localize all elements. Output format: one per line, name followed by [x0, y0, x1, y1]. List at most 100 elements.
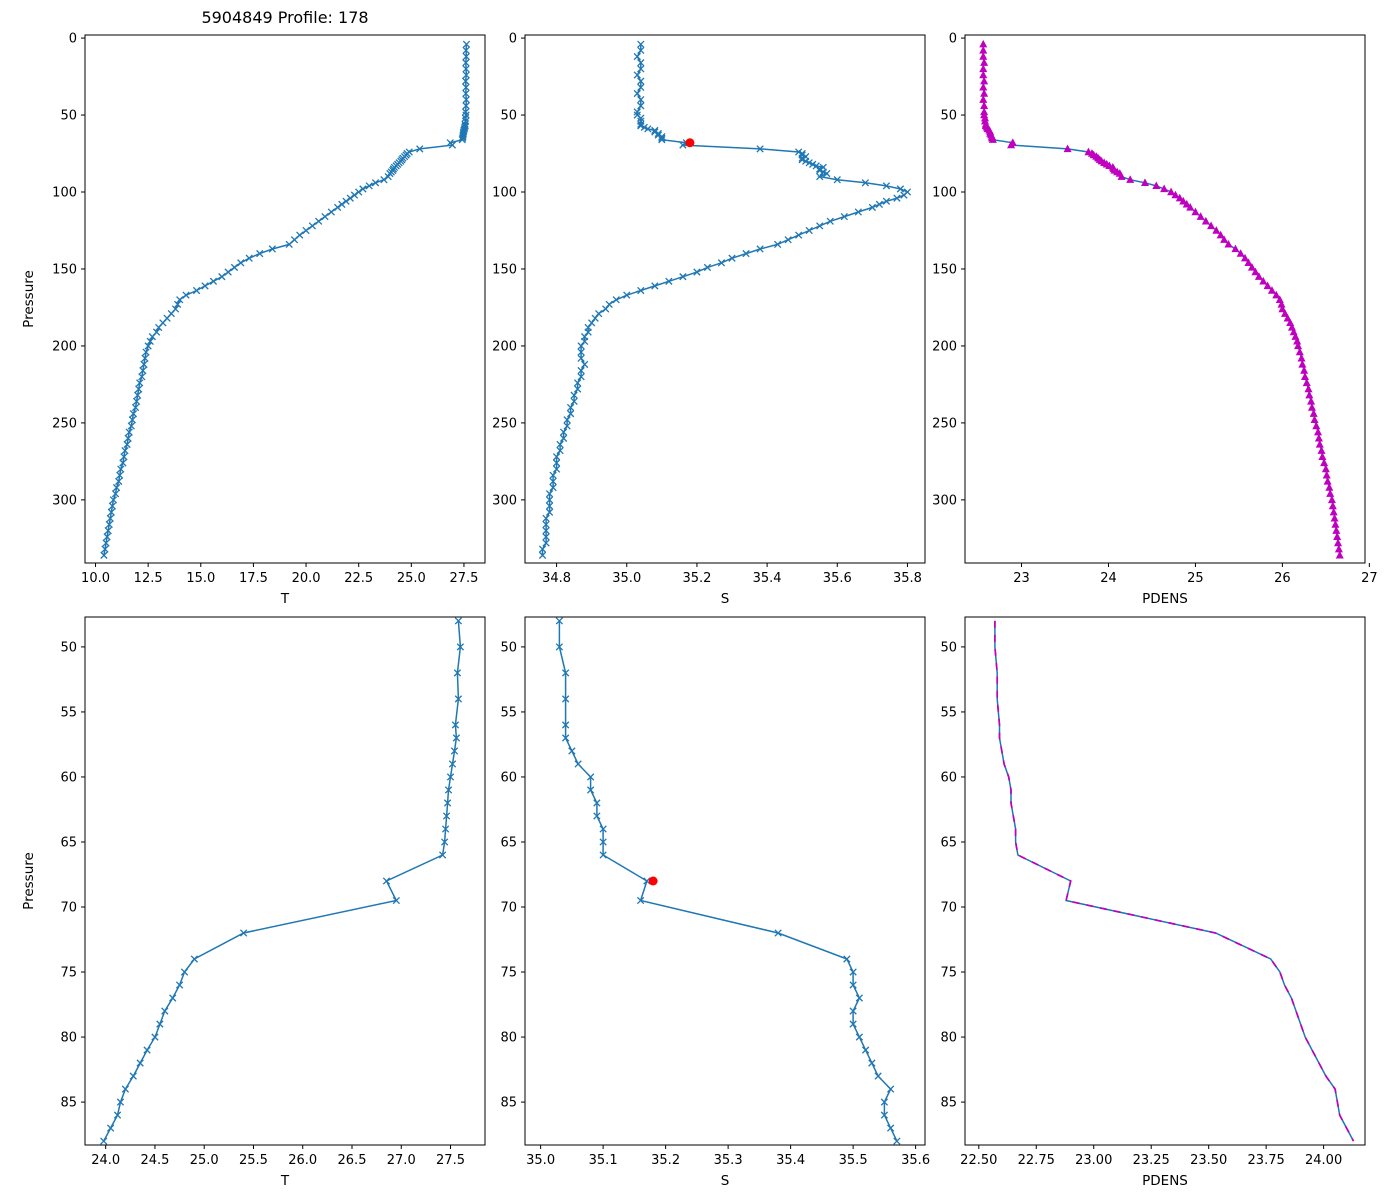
svg-text:35.5: 35.5: [839, 1153, 868, 1168]
svg-text:50: 50: [500, 640, 517, 655]
profile-line: [982, 44, 1341, 556]
svg-text:35.4: 35.4: [776, 1153, 805, 1168]
svg-text:23.00: 23.00: [1075, 1153, 1112, 1168]
svg-text:23.50: 23.50: [1190, 1153, 1227, 1168]
profile-line: [558, 620, 898, 1142]
svg-text:100: 100: [932, 186, 957, 201]
svg-text:35.8: 35.8: [893, 571, 922, 586]
svg-text:50: 50: [60, 109, 77, 124]
svg-text:22.5: 22.5: [344, 571, 373, 586]
svg-text:300: 300: [932, 493, 957, 508]
axes-box: [84, 616, 486, 1146]
svg-text:100: 100: [52, 186, 77, 201]
svg-text:75: 75: [500, 966, 517, 981]
svg-text:25.5: 25.5: [239, 1153, 268, 1168]
svg-text:75: 75: [940, 966, 957, 981]
svg-text:250: 250: [932, 416, 957, 431]
x-axis-label: T: [280, 1173, 290, 1189]
svg-text:27.0: 27.0: [387, 1153, 416, 1168]
svg-text:35.1: 35.1: [589, 1153, 618, 1168]
svg-text:300: 300: [492, 493, 517, 508]
svg-text:35.6: 35.6: [823, 571, 852, 586]
x-ticks: 34.8 35.0 35.2 35.4 35.6 35.8: [542, 563, 922, 586]
triangle-markers: [979, 39, 1344, 559]
axes-box: [964, 616, 1366, 1146]
y-ticks: 50 55 60 65 70 75 80 85: [60, 640, 85, 1111]
highlight-point: [648, 876, 658, 886]
svg-text:150: 150: [932, 262, 957, 277]
svg-text:35.2: 35.2: [651, 1153, 680, 1168]
svg-text:26.5: 26.5: [338, 1153, 367, 1168]
svg-text:55: 55: [500, 705, 517, 720]
x-ticks: 24.0 24.5 25.0 25.5 26.0 26.5 27.0 27.5: [91, 1145, 465, 1168]
svg-text:50: 50: [940, 109, 957, 124]
axes-box: [524, 616, 926, 1146]
svg-text:50: 50: [60, 640, 77, 655]
y-ticks: 0 50 100 150 200 250 300: [932, 32, 965, 508]
svg-text:70: 70: [60, 901, 77, 916]
svg-text:10.0: 10.0: [81, 571, 110, 586]
svg-text:25.0: 25.0: [397, 571, 426, 586]
svg-text:35.0: 35.0: [526, 1153, 555, 1168]
svg-text:20.0: 20.0: [292, 571, 321, 586]
data-layer-PDENS-zoom: [994, 620, 1355, 1142]
x-ticks: 22.50 22.75 23.00 23.25 23.50 23.75 24.00: [960, 1145, 1342, 1168]
axes-box: [964, 34, 1366, 564]
svg-text:200: 200: [932, 339, 957, 354]
y-ticks: 50 55 60 65 70 75 80 85: [500, 640, 525, 1111]
svg-text:65: 65: [60, 835, 77, 850]
svg-text:35.6: 35.6: [901, 1153, 930, 1168]
y-axis-label: Pressure: [21, 852, 37, 910]
svg-text:100: 100: [492, 186, 517, 201]
svg-text:50: 50: [940, 640, 957, 655]
x-ticks: 35.0 35.1 35.2 35.3 35.4 35.5 35.6: [526, 1145, 930, 1168]
profile-line: [103, 44, 468, 556]
svg-text:70: 70: [940, 901, 957, 916]
svg-text:25.0: 25.0: [190, 1153, 219, 1168]
svg-text:26: 26: [1274, 571, 1291, 586]
svg-text:24.00: 24.00: [1305, 1153, 1342, 1168]
svg-text:23: 23: [1013, 571, 1030, 586]
data-layer-T-zoom: [100, 617, 465, 1145]
profile-line: [541, 44, 909, 556]
subplot-PDENS-zoom: 22.50 22.75 23.00 23.25 23.50 23.75 24.00 50 55 6…: [940, 616, 1366, 1189]
svg-text:150: 150: [492, 262, 517, 277]
svg-text:0: 0: [69, 32, 77, 47]
svg-text:65: 65: [500, 835, 517, 850]
axes-box: [524, 34, 926, 564]
data-layer-T-full: [100, 40, 471, 559]
svg-text:55: 55: [940, 705, 957, 720]
data-layer-S-zoom: [555, 617, 901, 1145]
highlight-point: [685, 138, 695, 148]
axes-box: [84, 34, 486, 564]
svg-text:35.2: 35.2: [682, 571, 711, 586]
x-axis-label: PDENS: [1142, 1173, 1188, 1189]
svg-text:200: 200: [52, 339, 77, 354]
profile-line: [103, 620, 462, 1142]
svg-text:24: 24: [1100, 571, 1117, 586]
svg-text:0: 0: [949, 32, 957, 47]
svg-text:150: 150: [52, 262, 77, 277]
svg-text:35.0: 35.0: [612, 571, 641, 586]
svg-text:80: 80: [500, 1031, 517, 1046]
svg-text:35.3: 35.3: [714, 1153, 743, 1168]
profile-line-dashed-overlay: [994, 620, 1355, 1142]
svg-text:0: 0: [509, 32, 517, 47]
svg-text:85: 85: [940, 1096, 957, 1111]
subplot-T-full: 10.0 12.5 15.0 17.5 20.0 22.5 25.0 27.5 0 50 100 15…: [21, 32, 486, 607]
svg-text:75: 75: [60, 966, 77, 981]
x-markers: [555, 617, 901, 1145]
subplot-T-zoom: 24.0 24.5 25.0 25.5 26.0 26.5 27.0 27.5 50 55 60 65…: [21, 616, 486, 1189]
y-axis-label: Pressure: [21, 270, 37, 328]
svg-text:22.50: 22.50: [960, 1153, 997, 1168]
svg-text:300: 300: [52, 493, 77, 508]
y-ticks: 0 50 100 150 200 250 300: [492, 32, 525, 508]
svg-text:55: 55: [60, 705, 77, 720]
svg-text:27.5: 27.5: [436, 1153, 465, 1168]
svg-text:17.5: 17.5: [239, 571, 268, 586]
x-axis-label: T: [280, 591, 290, 607]
svg-text:60: 60: [940, 770, 957, 785]
x-axis-label: S: [721, 1173, 730, 1189]
